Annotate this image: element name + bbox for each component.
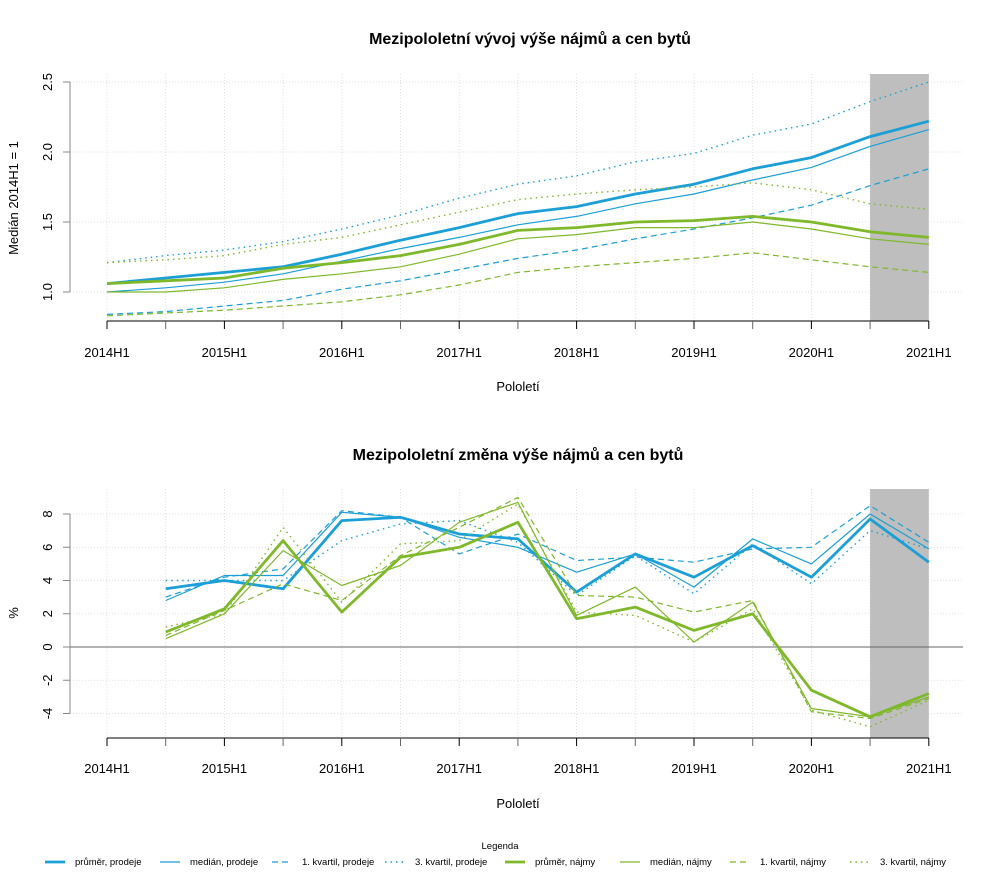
series-line: [165, 496, 929, 720]
y-tick-label: -4: [40, 708, 55, 720]
legend-item-label: průměr, prodeje: [75, 857, 142, 868]
grid-lines: [70, 489, 963, 738]
series-line: [106, 129, 929, 293]
series-line: [106, 182, 929, 264]
legend: Legenda průměr, prodeje medián, prodeje 1.…: [45, 841, 946, 868]
x-tick-label: 2017H1: [436, 345, 482, 360]
y-tick-label: 4: [40, 577, 55, 584]
legend-item-label: medián, nájmy: [650, 857, 712, 868]
top-chart-xlabel: Pololetí: [496, 379, 540, 394]
bottom-chart-panel: Mezipololetní změna výše nájmů a cen byt…: [6, 447, 963, 811]
x-tick-label: 2015H1: [202, 761, 248, 776]
x-tick-label: 2015H1: [202, 345, 248, 360]
legend-title: Legenda: [482, 841, 520, 852]
x-tick-label: 2021H1: [906, 345, 952, 360]
x-tick-label: 2019H1: [671, 345, 717, 360]
y-tick-label: 0: [40, 643, 55, 650]
x-tick-label: 2020H1: [789, 345, 835, 360]
bottom-chart-ylabel: %: [6, 607, 21, 619]
y-tick-label: 6: [40, 544, 55, 551]
top-chart-ylabel: Medián 2014H1 = 1: [6, 141, 21, 255]
series-line: [106, 119, 930, 285]
top-chart-panel: Mezipololetní vývoj výše nájmů a cen byt…: [6, 31, 963, 394]
series-line: [106, 215, 929, 285]
x-tick-label: 2020H1: [789, 761, 835, 776]
x-tick-label: 2014H1: [84, 345, 130, 360]
y-tick-label: 1.0: [40, 283, 55, 301]
x-tick-label: 2016H1: [319, 345, 365, 360]
legend-item-label: 1. kvartil, prodeje: [302, 857, 374, 868]
shaded-region: [870, 74, 929, 321]
x-tick-label: 2021H1: [906, 761, 952, 776]
x-tick-label: 2018H1: [554, 761, 600, 776]
legend-item-label: 3. kvartil, prodeje: [415, 857, 487, 868]
y-tick-label: 2: [40, 610, 55, 617]
x-tick-label: 2016H1: [319, 761, 365, 776]
bottom-chart-title: Mezipololetní změna výše nájmů a cen byt…: [353, 447, 684, 464]
series-line: [165, 503, 930, 728]
y-tick-label: -2: [40, 674, 55, 686]
y-tick-label: 8: [40, 510, 55, 517]
series-line: [106, 252, 929, 317]
series-line: [165, 505, 930, 598]
legend-item-label: 3. kvartil, nájmy: [880, 857, 946, 868]
legend-item-label: medián, prodeje: [190, 857, 258, 868]
x-tick-label: 2018H1: [554, 345, 600, 360]
x-tick-label: 2017H1: [436, 761, 482, 776]
series-line: [165, 501, 929, 718]
series-line: [165, 515, 930, 594]
series-line: [165, 520, 930, 719]
legend-item-label: průměr, nájmy: [535, 857, 595, 868]
series-line: [107, 221, 929, 293]
y-tick-label: 1.5: [40, 213, 55, 231]
x-tick-label: 2019H1: [671, 761, 717, 776]
top-chart-title: Mezipololetní vývoj výše nájmů a cen byt…: [369, 31, 691, 48]
series-line: [106, 168, 929, 315]
bottom-chart-xlabel: Pololetí: [496, 796, 540, 811]
y-tick-label: 2.5: [40, 73, 55, 91]
x-tick-label: 2014H1: [84, 761, 130, 776]
y-tick-label: 2.0: [40, 143, 55, 161]
series-line: [106, 81, 930, 264]
series-line: [165, 519, 930, 597]
legend-item-label: 1. kvartil, nájmy: [760, 857, 826, 868]
